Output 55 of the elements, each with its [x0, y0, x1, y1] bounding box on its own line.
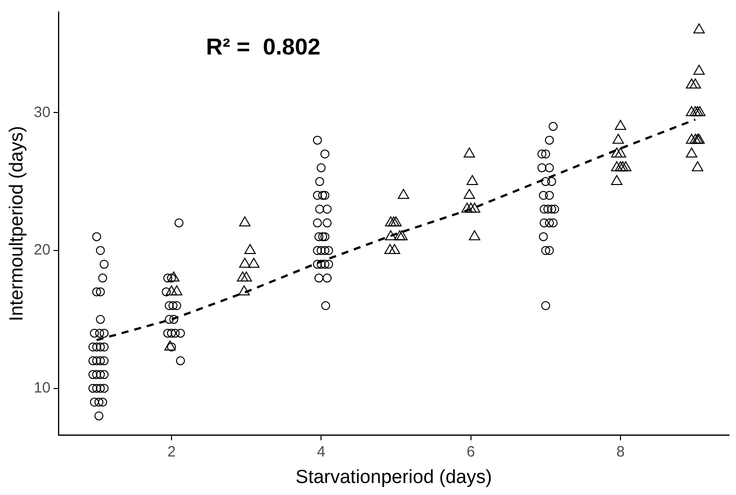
point [468, 230, 480, 240]
point [694, 106, 706, 116]
point [692, 161, 704, 172]
point [686, 134, 698, 144]
point [394, 230, 406, 240]
point [390, 216, 402, 226]
point [693, 64, 705, 75]
point [611, 147, 622, 158]
point [238, 285, 250, 296]
x-tick-label: 6 [466, 443, 475, 460]
point [611, 175, 622, 186]
point [686, 106, 698, 116]
point [464, 147, 476, 158]
point [236, 272, 248, 282]
y-tick-label: 10 [34, 379, 50, 396]
annotation: R² = 0.802 [206, 33, 320, 60]
point [384, 244, 396, 254]
point [617, 161, 628, 172]
point [693, 23, 705, 34]
point [468, 202, 480, 213]
point [614, 120, 626, 130]
point [385, 230, 396, 240]
x-tick-label: 2 [167, 443, 176, 460]
point [614, 147, 626, 158]
point [168, 272, 180, 282]
point [461, 202, 473, 213]
point [466, 175, 478, 186]
point [248, 258, 260, 268]
point [166, 285, 178, 296]
y-tick-label: 30 [34, 104, 50, 121]
point [620, 161, 632, 172]
point [398, 188, 410, 199]
point [396, 230, 408, 240]
point [614, 161, 626, 172]
point [164, 340, 176, 350]
point [612, 134, 624, 144]
point [388, 216, 400, 226]
point [611, 161, 622, 172]
point [171, 285, 182, 296]
point [385, 216, 396, 226]
point [239, 258, 251, 268]
point [464, 188, 476, 199]
point [686, 78, 698, 89]
y-axis-title: Intermoultperiod (days) [6, 126, 28, 322]
x-axis-title: Starvationperiod (days) [296, 466, 492, 488]
point [465, 202, 477, 213]
point [690, 78, 702, 89]
y-tick-label: 20 [34, 242, 50, 259]
point [244, 244, 256, 254]
x-tick-label: 4 [316, 443, 326, 460]
point [239, 216, 251, 226]
point [686, 147, 698, 158]
point [388, 244, 400, 254]
x-tick-label: 8 [616, 443, 625, 460]
point [240, 272, 252, 282]
